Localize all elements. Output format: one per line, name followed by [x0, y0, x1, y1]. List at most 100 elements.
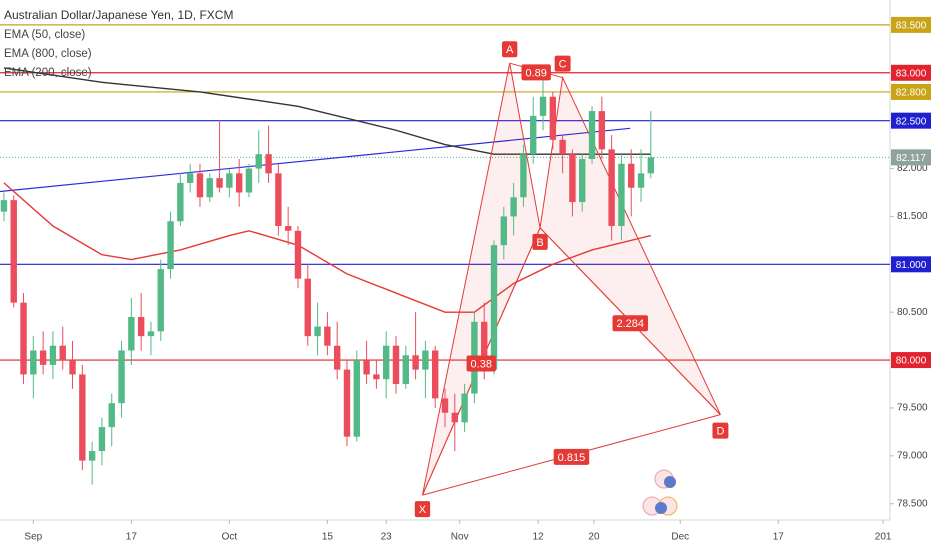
candle-body	[88, 451, 96, 461]
candle-body	[196, 173, 204, 198]
y-tick-label: 82.000	[897, 163, 928, 174]
pattern-point-label: C	[554, 55, 571, 72]
pattern-point-label-text: B	[536, 237, 543, 249]
candle-body	[461, 393, 468, 423]
x-tick-label: 23	[381, 532, 393, 543]
candle-body	[628, 163, 635, 188]
price-label: 82.117	[896, 153, 926, 164]
indicator-legend: EMA (800, close)	[4, 48, 92, 60]
candle-body	[333, 345, 341, 370]
candle-body	[177, 182, 184, 222]
price-label-box	[891, 149, 931, 166]
y-tick-label: 79.500	[897, 403, 928, 414]
x-tick-label: Nov	[451, 532, 469, 543]
pattern-point-label: D	[712, 422, 729, 439]
candle-body	[441, 398, 449, 413]
candle-body	[451, 412, 459, 423]
candle-body	[353, 360, 360, 437]
candle-body	[579, 158, 586, 203]
y-tick-label: 78.500	[897, 498, 928, 509]
event-icon	[655, 502, 667, 514]
candle-body	[598, 111, 606, 150]
indicator-legend: EMA (200, close)	[4, 67, 92, 79]
price-label-box	[891, 83, 931, 100]
candle-body	[314, 326, 321, 337]
candle-body	[500, 216, 508, 246]
x-tick-label: 15	[322, 532, 334, 543]
pattern-point-label-box	[414, 501, 431, 518]
candle-body	[59, 345, 66, 361]
candle-body	[30, 350, 37, 375]
price-label-box	[891, 112, 931, 129]
candle-body	[284, 226, 292, 231]
candle-body	[79, 374, 86, 461]
candle-body	[147, 331, 155, 337]
candle-body	[412, 355, 419, 370]
candle-body	[343, 369, 351, 437]
candle-body	[157, 269, 164, 332]
candle-body	[245, 168, 253, 193]
candle-body	[520, 154, 527, 198]
price-label: 81.000	[896, 260, 927, 271]
x-tick-label: Sep	[24, 532, 42, 543]
chart-title: Australian Dollar/Japanese Yen, 1D, FXCM	[4, 8, 233, 22]
pattern-ratio-label-box	[521, 64, 551, 81]
x-tick-label: Oct	[222, 532, 238, 543]
pattern-ratio-label: 0.38	[466, 355, 496, 372]
pattern-ratio-label-text: 0.815	[558, 452, 586, 464]
pattern-ratio-label-text: 0.89	[525, 67, 546, 79]
pattern-point-label: X	[414, 501, 431, 518]
y-tick-label: 80.500	[897, 307, 928, 318]
candle-body	[98, 427, 106, 452]
candle-body	[0, 200, 8, 212]
y-tick-label: 81.500	[897, 211, 928, 222]
candle-body	[294, 230, 302, 279]
price-label: 83.000	[896, 68, 927, 79]
candle-body	[324, 326, 331, 346]
candle-body	[49, 345, 57, 365]
candle-body	[530, 115, 537, 155]
candle-body	[539, 96, 547, 116]
candle-body	[373, 374, 380, 380]
candle-body	[10, 200, 17, 303]
pattern-point-label-box	[502, 41, 518, 58]
candle-body	[235, 173, 243, 193]
candle-body	[304, 278, 311, 337]
price-label: 83.500	[896, 21, 927, 32]
candle-body	[549, 96, 557, 140]
price-label-box	[891, 352, 931, 369]
pattern-ratio-label-text: 2.284	[616, 318, 644, 330]
candle-body	[490, 245, 498, 370]
pattern-ratio-label: 0.815	[553, 448, 590, 465]
x-tick-label: 201	[875, 532, 892, 543]
pattern-point-label-box	[532, 233, 548, 250]
candle-body	[216, 178, 223, 188]
pattern-point-label-text: X	[419, 504, 427, 516]
price-label-box	[891, 256, 931, 273]
candle-body	[392, 345, 400, 385]
candle-body	[265, 154, 272, 174]
candle-body	[637, 173, 645, 188]
candle-body	[481, 321, 488, 370]
x-tick-label: Dec	[671, 532, 689, 543]
candle-body	[608, 149, 615, 227]
candle-body	[559, 139, 566, 155]
candle-body	[422, 350, 429, 370]
candle-body	[363, 360, 370, 375]
candle-body	[647, 157, 655, 174]
candle-body	[108, 403, 115, 428]
price-label-box	[891, 16, 931, 33]
pattern-point-label: A	[502, 41, 518, 58]
candle-body	[128, 316, 135, 351]
x-tick-label: 20	[588, 532, 600, 543]
candle-body	[569, 154, 576, 203]
pattern-point-label-box	[712, 422, 729, 439]
pattern-point-label-text: D	[716, 426, 724, 438]
candle-body	[167, 221, 174, 270]
candle-body	[206, 178, 213, 198]
candle-body	[20, 302, 27, 375]
pattern-ratio-label-box	[553, 448, 590, 465]
x-tick-label: 17	[126, 532, 138, 543]
